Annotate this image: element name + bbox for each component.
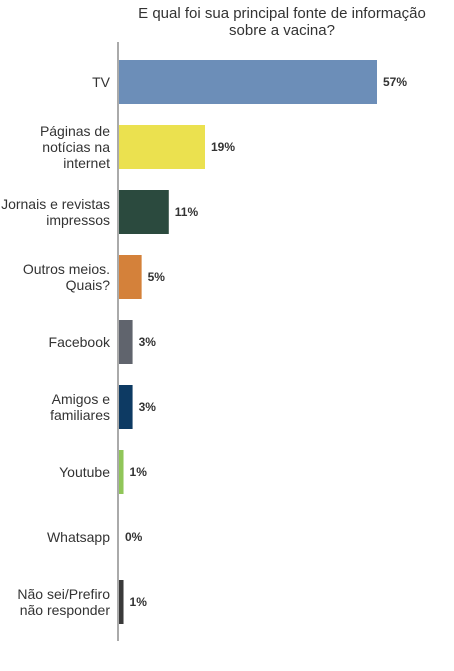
- value-labels-group: 57% 19% 11% 5% 3% 3% 1% 0% 1%: [125, 75, 407, 609]
- category-label-8: Não sei/Prefiro não responder: [17, 586, 110, 618]
- bar-1: [119, 125, 205, 169]
- category-label-2: Jornais e revistas impressos: [1, 196, 110, 228]
- category-label-0: TV: [92, 74, 111, 90]
- value-label-0: 57%: [383, 75, 407, 89]
- value-label-1: 19%: [211, 140, 235, 154]
- category-label-1: Páginas de notícias na internet: [40, 123, 110, 171]
- category-label-3: Outros meios. Quais?: [23, 261, 110, 293]
- bar-0: [119, 60, 377, 104]
- category-labels-group: TV Páginas de notícias na internet Jornais e…: [1, 74, 111, 618]
- bar-6: [119, 450, 124, 494]
- bar-3: [119, 255, 142, 299]
- category-label-7: Whatsapp: [47, 529, 110, 545]
- chart-title-line-1: E qual foi sua principal fonte de inform…: [138, 5, 426, 22]
- bar-5: [119, 385, 133, 429]
- bar-8: [119, 580, 124, 624]
- bars-group: [119, 60, 377, 624]
- value-label-6: 1%: [130, 465, 148, 479]
- bar-4: [119, 320, 133, 364]
- value-label-8: 1%: [130, 595, 148, 609]
- category-label-4: Facebook: [49, 334, 111, 350]
- value-label-5: 3%: [139, 400, 157, 414]
- value-label-2: 11%: [175, 205, 199, 219]
- value-label-4: 3%: [139, 335, 157, 349]
- chart-title-line-2: sobre a vacina?: [229, 22, 335, 39]
- value-label-7: 0%: [125, 530, 143, 544]
- category-label-6: Youtube: [59, 464, 110, 480]
- bar-2: [119, 190, 169, 234]
- value-label-3: 5%: [148, 270, 166, 284]
- category-label-5: Amigos e familiares: [50, 391, 110, 423]
